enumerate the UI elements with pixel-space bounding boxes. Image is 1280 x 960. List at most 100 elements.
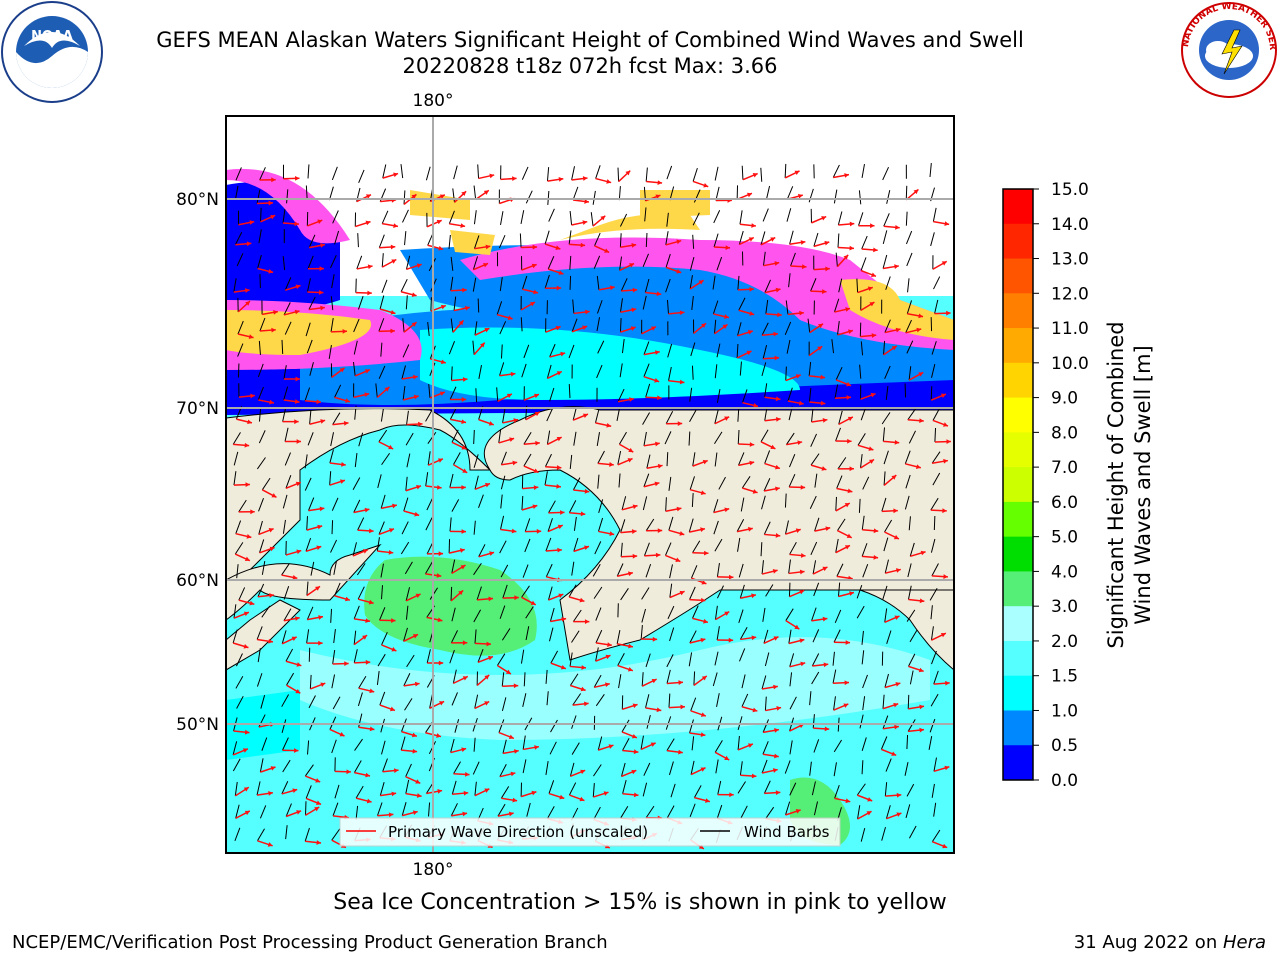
wave-direction-arrowhead [513, 418, 519, 423]
wind-barb [260, 694, 266, 709]
wind-barb [375, 383, 378, 398]
wind-barb [572, 186, 579, 201]
high-wave-region [364, 556, 537, 656]
wind-barb [928, 736, 933, 750]
wind-barb [406, 410, 409, 425]
wind-barb [376, 670, 380, 685]
wind-barb [304, 454, 308, 469]
wave-direction-arrowhead [267, 842, 273, 847]
wind-barb [473, 430, 475, 445]
wave-direction-arrowhead [270, 766, 276, 771]
wave-direction-arrowhead [752, 489, 758, 494]
wind-barb [572, 477, 581, 491]
wave-direction-arrowhead [580, 769, 586, 775]
wind-barb [258, 498, 264, 512]
wave-direction-arrowhead [894, 264, 899, 269]
wave-direction-arrowhead [657, 528, 663, 534]
wind-barb [762, 607, 766, 622]
wave-direction-arrowhead [362, 635, 368, 640]
wind-barb [712, 300, 719, 315]
wind-barb [380, 407, 385, 422]
wave-direction-arrowhead [678, 680, 683, 685]
wind-barb [568, 230, 572, 245]
wind-barb [501, 672, 505, 687]
wind-barb [569, 652, 573, 667]
wave-direction-arrowhead [365, 772, 371, 778]
wind-barb [664, 431, 672, 445]
wave-direction-arrowhead [555, 325, 561, 331]
wave-direction-arrowhead [631, 769, 637, 775]
wind-barb [598, 499, 604, 513]
wave-direction-arrowhead [655, 441, 660, 447]
wind-barb [400, 278, 408, 292]
wind-barb [666, 654, 674, 668]
wave-direction-arrowhead [817, 346, 823, 351]
wind-barb [619, 363, 623, 378]
wind-barb [807, 318, 811, 333]
wind-barb [238, 499, 247, 513]
wave-direction-arrowhead [606, 179, 612, 184]
wave-direction-arrowhead [269, 546, 275, 552]
wind-barb [765, 806, 775, 819]
wave-direction-arrowhead [675, 557, 681, 562]
wave-direction-arrowhead [479, 342, 485, 348]
wind-barb [233, 278, 237, 293]
wave-direction-arrowhead [438, 551, 444, 557]
wind-barb [500, 451, 507, 465]
wave-direction-arrowhead [655, 194, 661, 199]
wind-barb [357, 517, 365, 531]
wind-barb [501, 628, 511, 641]
wind-barb [332, 412, 341, 425]
wind-barb [645, 653, 651, 668]
wind-barb [788, 559, 791, 574]
wave-direction-arrowhead [389, 528, 394, 533]
wind-barb [305, 785, 312, 799]
wave-direction-arrowhead [294, 399, 300, 404]
wind-barb [304, 827, 310, 842]
wind-barb [884, 319, 891, 333]
wind-barb [568, 782, 577, 796]
wave-direction-arrowhead [556, 437, 562, 442]
wind-barb [330, 296, 334, 311]
wind-barb [329, 471, 332, 486]
wind-barb [521, 585, 530, 598]
wave-direction-arrowhead [488, 655, 493, 661]
wave-direction-arrowhead [893, 534, 899, 540]
wind-barb [809, 761, 812, 776]
wave-direction-arrowhead [317, 524, 323, 530]
wind-barb [669, 627, 675, 642]
wave-direction-arrowhead [847, 416, 853, 422]
wind-barb [595, 607, 602, 621]
colorbar-tick-label: 9.0 [1051, 389, 1078, 409]
wind-barb [596, 275, 600, 290]
wave-direction-arrowhead [943, 574, 948, 579]
wind-barb [641, 672, 644, 687]
wind-barb [832, 651, 835, 666]
wind-barb [548, 500, 556, 514]
wave-direction-arrowhead [271, 177, 276, 183]
colorbar-tick-label: 6.0 [1051, 493, 1078, 513]
wave-direction-arrowhead [873, 247, 878, 253]
wave-direction-arrowhead [413, 394, 419, 400]
wave-direction-arrowhead [700, 712, 706, 717]
wind-barb [405, 255, 411, 270]
wind-barb [857, 805, 861, 820]
wind-barb [882, 254, 888, 269]
wind-barb [381, 740, 386, 755]
footer-system: Hera [1222, 932, 1266, 953]
wave-direction-arrowhead [296, 549, 302, 555]
wind-barb [907, 278, 910, 293]
wind-barb [544, 230, 550, 245]
wind-barb [811, 671, 820, 685]
wave-direction-arrowhead [559, 794, 565, 800]
wind-barb [403, 497, 409, 512]
wind-barb [716, 626, 720, 641]
wave-direction-arrowhead [339, 732, 345, 737]
wind-barb [307, 740, 310, 755]
wind-barb [355, 805, 359, 820]
wave-direction-arrowhead [270, 214, 276, 220]
wind-barb [789, 782, 797, 796]
wave-direction-arrowhead [657, 395, 662, 401]
wave-direction-arrowhead [505, 669, 511, 675]
wind-barb [837, 518, 846, 531]
